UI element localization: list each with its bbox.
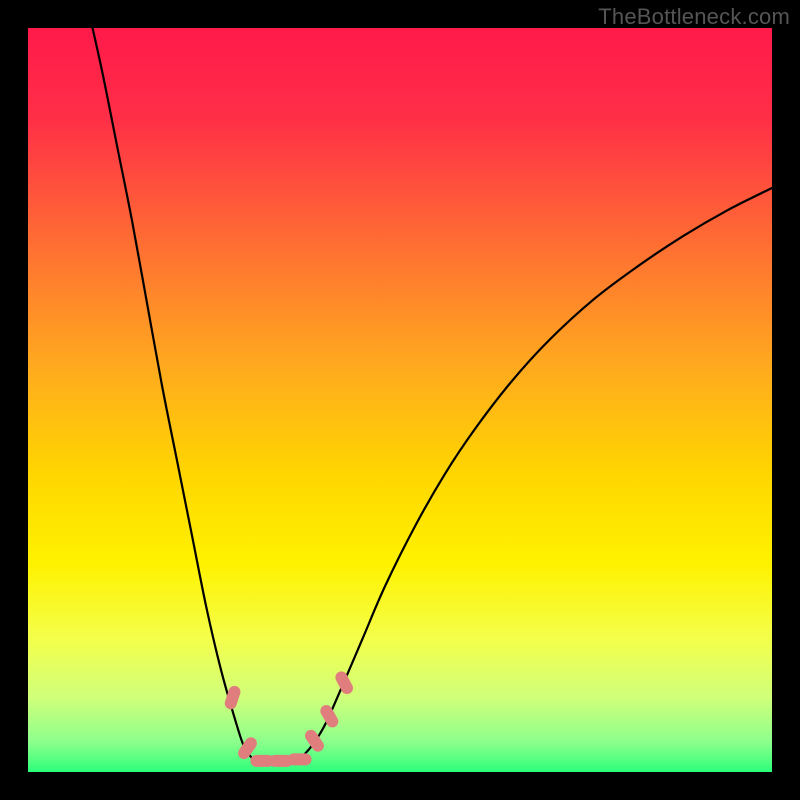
watermark-label: TheBottleneck.com	[598, 4, 790, 30]
valley-marker	[288, 753, 312, 765]
chart-container: TheBottleneck.com	[0, 0, 800, 800]
chart-svg	[0, 0, 800, 800]
plot-background	[28, 28, 772, 772]
